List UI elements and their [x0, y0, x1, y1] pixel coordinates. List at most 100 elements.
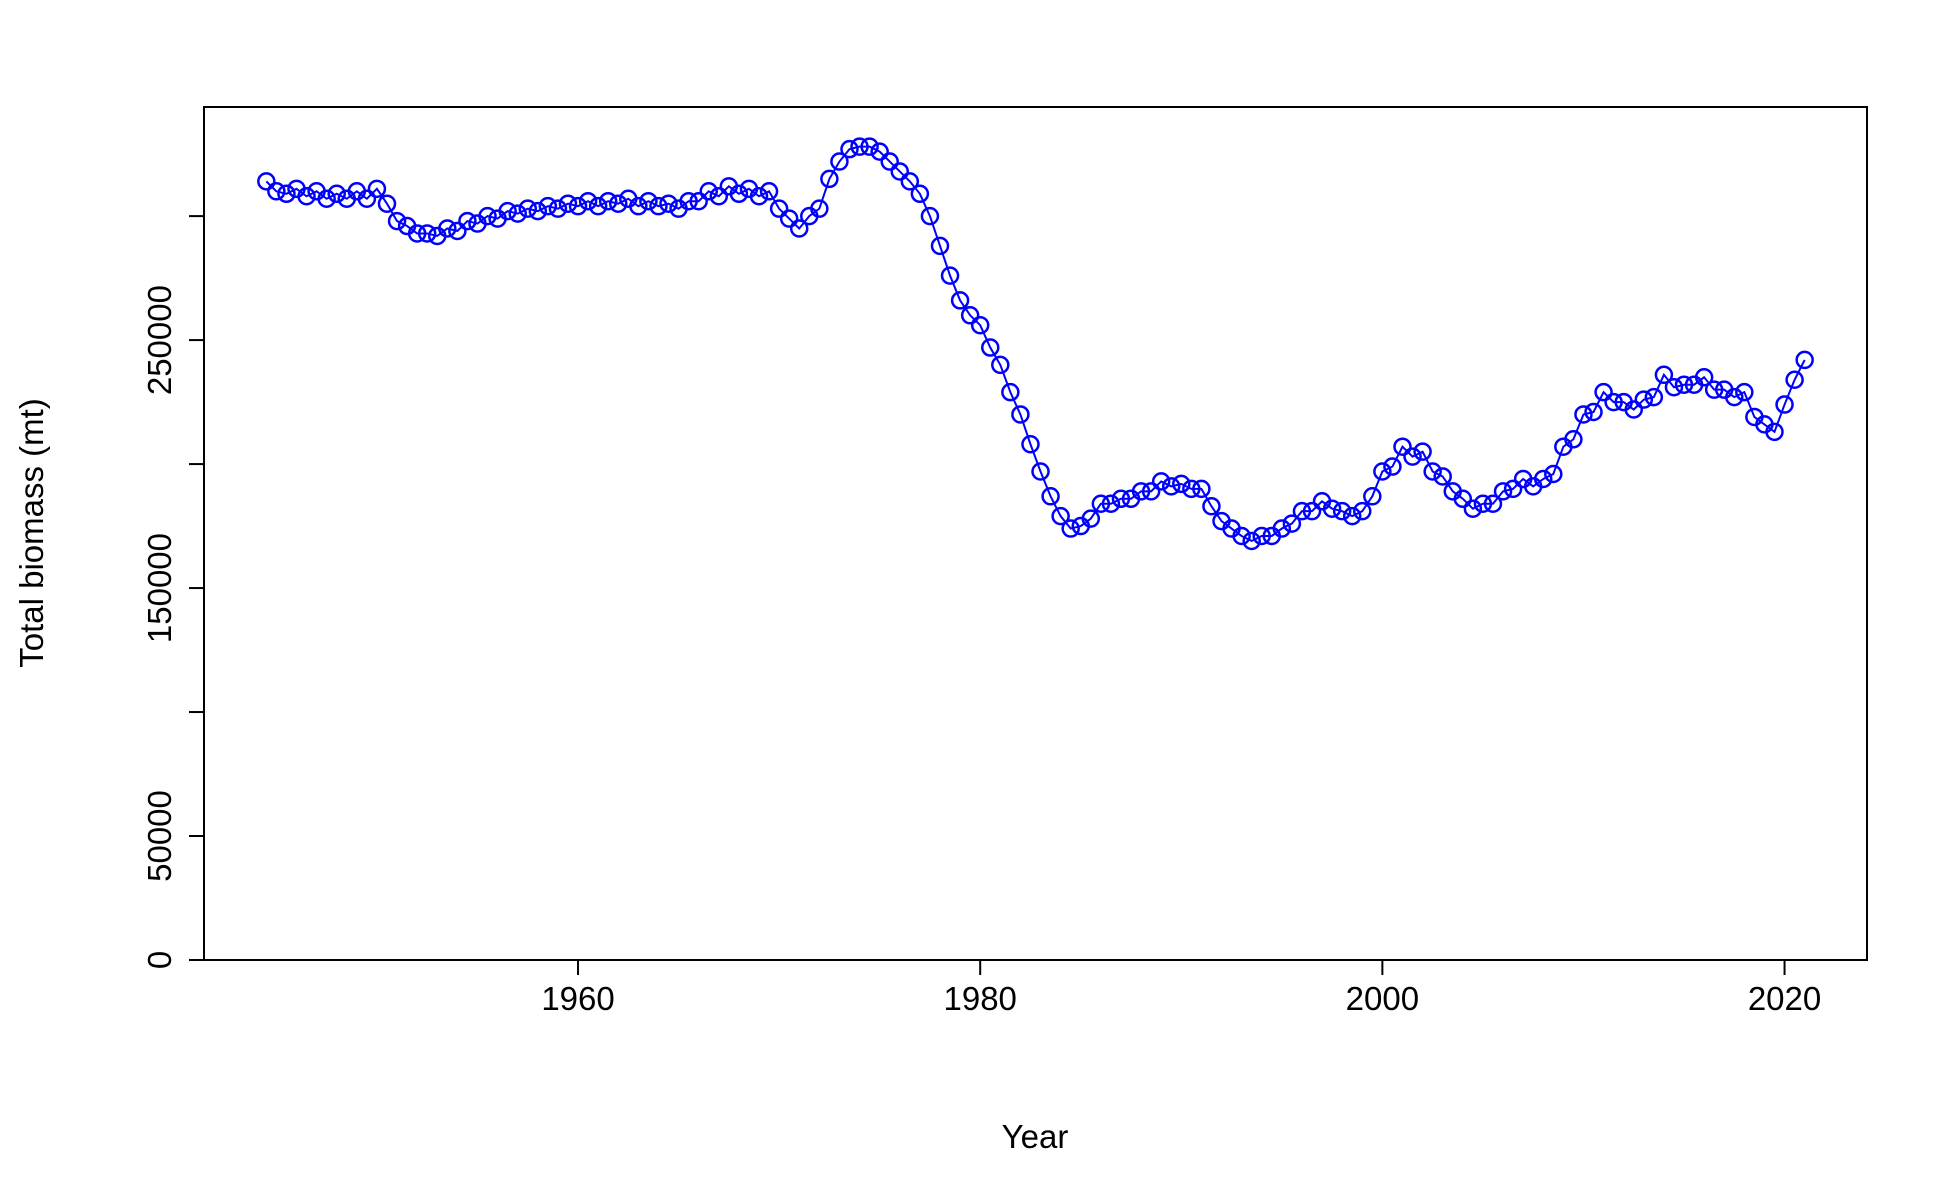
- point: [297, 187, 316, 206]
- point: [709, 187, 729, 206]
- point: [1624, 400, 1643, 419]
- point: [1574, 405, 1593, 424]
- point: [578, 191, 598, 211]
- point: [1051, 506, 1070, 526]
- point: [1654, 365, 1674, 385]
- point: [478, 206, 497, 226]
- point: [1493, 482, 1513, 501]
- point: [1041, 487, 1060, 506]
- y-tick-label: 0: [141, 951, 178, 969]
- point: [659, 194, 678, 213]
- point: [1503, 479, 1523, 499]
- point: [1735, 382, 1754, 402]
- point: [910, 184, 930, 204]
- point: [1011, 405, 1030, 424]
- point: [779, 209, 799, 228]
- plot-box: [203, 106, 1868, 961]
- point: [1704, 380, 1724, 399]
- point: [1131, 482, 1151, 501]
- point: [629, 196, 648, 216]
- point: [820, 169, 839, 189]
- point: [548, 199, 568, 218]
- point: [1021, 434, 1040, 454]
- point: [598, 191, 618, 211]
- point: [940, 266, 960, 285]
- point: [568, 196, 588, 216]
- point: [518, 199, 538, 218]
- point: [870, 142, 889, 161]
- point: [1544, 464, 1563, 484]
- point: [991, 355, 1010, 375]
- point: [890, 162, 910, 181]
- point: [699, 182, 718, 201]
- point: [860, 137, 879, 156]
- point: [588, 196, 608, 216]
- point: [930, 236, 950, 256]
- point: [357, 189, 377, 208]
- point: [1664, 377, 1684, 397]
- point: [1322, 499, 1342, 518]
- point: [960, 306, 980, 325]
- point: [759, 182, 779, 201]
- point: [1282, 514, 1302, 533]
- point: [789, 219, 809, 238]
- point: [1252, 526, 1271, 546]
- point: [1232, 526, 1251, 546]
- point: [1172, 474, 1191, 494]
- point: [769, 199, 789, 218]
- point: [1584, 402, 1603, 422]
- point: [1483, 494, 1503, 513]
- point: [1433, 467, 1452, 486]
- point: [950, 291, 970, 310]
- point: [1292, 501, 1312, 521]
- point: [880, 152, 899, 171]
- point: [1795, 350, 1814, 370]
- point: [317, 189, 336, 208]
- point: [649, 196, 668, 216]
- point: [689, 191, 708, 211]
- x-tick-label: 1980: [943, 980, 1016, 1017]
- point: [981, 338, 1000, 357]
- point: [1785, 370, 1804, 390]
- point: [639, 191, 658, 211]
- point: [1765, 422, 1784, 442]
- point: [1192, 479, 1211, 499]
- point: [438, 219, 457, 238]
- point: [1272, 519, 1292, 538]
- point: [1091, 494, 1111, 513]
- point: [1363, 487, 1382, 506]
- point: [1373, 462, 1392, 481]
- point: [377, 194, 397, 213]
- point: [448, 221, 467, 241]
- point: [267, 182, 286, 201]
- point: [900, 172, 920, 191]
- y-tick-label: 50000: [141, 790, 178, 882]
- point: [1775, 395, 1794, 414]
- point: [538, 196, 558, 216]
- point: [1081, 509, 1101, 528]
- point: [920, 206, 940, 226]
- point: [1111, 489, 1131, 509]
- y-axis-label: Total biomass (mt): [13, 398, 50, 668]
- point: [1001, 382, 1020, 402]
- point: [608, 194, 628, 213]
- point: [1694, 368, 1714, 387]
- point: [558, 194, 578, 213]
- point: [1604, 392, 1623, 412]
- line: [265, 145, 1806, 543]
- point: [1403, 447, 1422, 466]
- point: [1634, 390, 1654, 409]
- point: [810, 199, 829, 218]
- point: [970, 315, 990, 335]
- point: [1332, 501, 1352, 521]
- point: [1182, 479, 1201, 499]
- y-tick-label: 250000: [141, 285, 178, 395]
- point: [1031, 462, 1050, 481]
- x-tick-label: 1960: [541, 980, 614, 1017]
- point: [1533, 469, 1553, 489]
- point: [1242, 531, 1261, 551]
- point: [498, 201, 517, 221]
- point: [1342, 506, 1362, 526]
- point: [850, 137, 869, 156]
